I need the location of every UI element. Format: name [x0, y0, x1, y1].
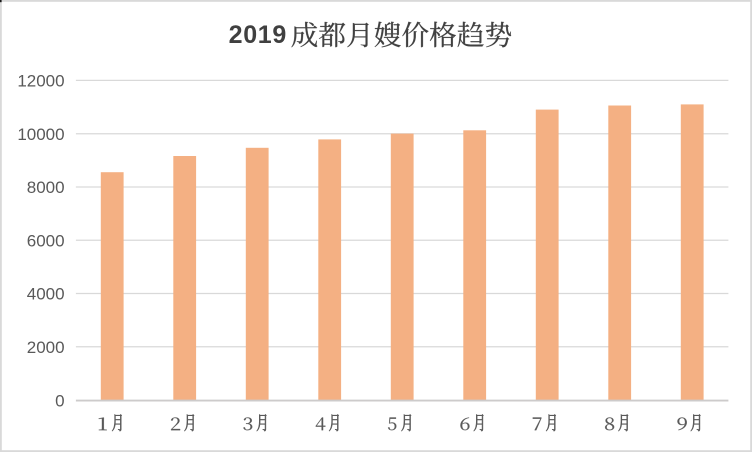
svg-text:0: 0	[55, 391, 64, 410]
svg-text:2019: 2019	[229, 21, 287, 49]
svg-text:2000: 2000	[27, 338, 65, 357]
svg-text:12000: 12000	[17, 72, 64, 91]
svg-text:6000: 6000	[27, 231, 65, 250]
svg-text:10000: 10000	[17, 125, 64, 144]
svg-text:8000: 8000	[27, 178, 65, 197]
svg-text:4000: 4000	[27, 285, 65, 304]
